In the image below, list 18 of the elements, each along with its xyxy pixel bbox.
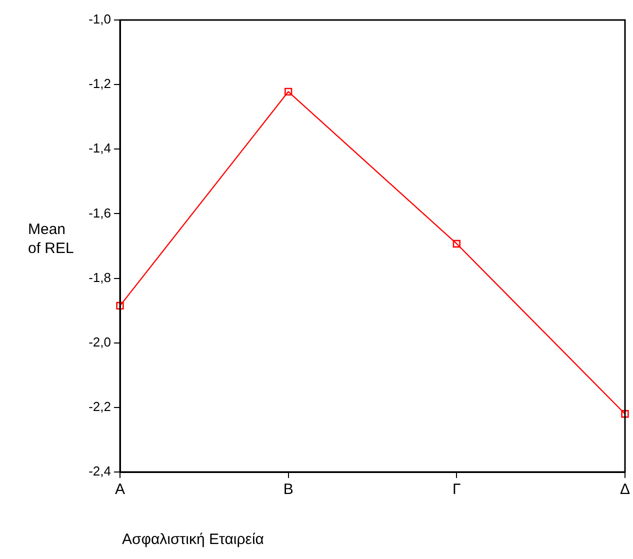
y-tick-label: -2,0 [88,334,111,350]
x-tick-label: Β [283,481,294,498]
y-tick-label: -1,0 [88,12,111,27]
y-tick-label: -1,6 [88,205,111,220]
y-tick-label: -2,2 [88,399,111,414]
x-axis-title: Ασφαλιστική Εταιρεία [122,531,264,548]
y-axis-title: Mean of REL [28,220,75,258]
point [284,88,292,96]
y-tick-label: -1,4 [88,140,111,156]
point [452,240,460,248]
y-tick-label: -1,8 [88,270,111,285]
x-tick-label: Γ [452,481,461,498]
x-tick-label: Δ [620,481,630,498]
point [621,410,629,418]
point [116,302,124,310]
x-tick-label: Α [114,481,126,498]
y-tick-label: -2,4 [88,464,111,479]
y-tick-label: -1,2 [88,76,111,92]
